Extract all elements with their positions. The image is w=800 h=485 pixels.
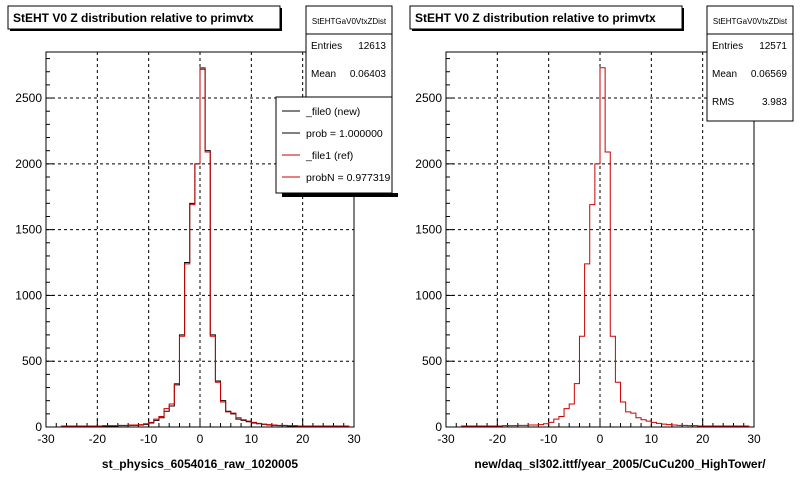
stats-label: Mean <box>311 69 336 80</box>
stats-value: 12613 <box>358 41 386 52</box>
chart-title: StEHT V0 Z distribution relative to prim… <box>13 11 254 25</box>
stats-name: StEHTGaV0VtxZDist <box>713 17 788 26</box>
chart-title: StEHT V0 Z distribution relative to prim… <box>415 11 656 25</box>
chart-panel-1: -30 -20 -10 0 10 20 30 0 500 1000 1500 2000 2500 StEH… <box>7 5 398 471</box>
stats-value: 12571 <box>759 41 787 52</box>
legend-shadow <box>282 193 398 197</box>
x-tick-label: 30 <box>347 432 361 446</box>
stats-value: 0.06403 <box>350 69 387 80</box>
y-tick-label: 500 <box>422 354 442 368</box>
x-tick-label: 10 <box>245 432 259 446</box>
stats-box <box>706 5 794 122</box>
x-tick-label: -30 <box>37 432 55 446</box>
stats-label: Entries <box>712 41 743 52</box>
x-tick-label: 0 <box>597 432 604 446</box>
y-tick-label: 1500 <box>15 223 42 237</box>
x-tick-label: 10 <box>645 432 659 446</box>
y-tick-label: 2500 <box>15 91 42 105</box>
x-tick-label: 20 <box>296 432 310 446</box>
x-tick-label: -20 <box>489 432 507 446</box>
stats-name: StEHTGaV0VtxZDist <box>312 17 387 26</box>
x-tick-label: 20 <box>696 432 710 446</box>
legend-label: probN = 0.977319 <box>306 172 391 184</box>
y-tick-label: 1000 <box>415 288 442 302</box>
histogram-series-1 <box>460 67 750 427</box>
x-tick-label: -10 <box>540 432 558 446</box>
title-box <box>409 5 683 30</box>
y-tick-label: 0 <box>35 420 42 434</box>
histogram-series-2 <box>60 67 350 427</box>
y-tick-label: 1000 <box>15 288 42 302</box>
legend-label: _file0 (new) <box>305 106 360 118</box>
x-tick-label: 0 <box>197 432 204 446</box>
x-tick-label: -20 <box>89 432 107 446</box>
x-tick-label: 30 <box>747 432 761 446</box>
legend-label: _file1 (ref) <box>305 150 353 162</box>
stats-value: 0.06569 <box>751 69 788 80</box>
x-axis-label: st_physics_6054016_raw_1020005 <box>102 457 298 471</box>
x-axis-label: new/daq_sl302.ittf/year_2005/CuCu200_Hig… <box>474 457 766 471</box>
x-tick-label: -10 <box>140 432 158 446</box>
y-tick-label: 500 <box>22 354 42 368</box>
y-tick-label: 2500 <box>415 91 442 105</box>
y-tick-label: 2000 <box>15 157 42 171</box>
stats-value: 3.983 <box>762 97 787 108</box>
y-tick-label: 1500 <box>415 223 442 237</box>
y-tick-label: 0 <box>435 420 442 434</box>
stats-label: Mean <box>712 69 737 80</box>
title-box <box>7 5 281 30</box>
x-tick-label: -30 <box>437 432 455 446</box>
stats-box <box>305 5 393 99</box>
legend-label: prob = 1.000000 <box>306 128 383 140</box>
chart-panel-2: -30 -20 -10 0 10 20 30 0 500 1000 1500 2000 2500 StEH… <box>409 5 794 471</box>
stats-label: RMS <box>712 97 735 108</box>
y-tick-label: 2000 <box>415 157 442 171</box>
stats-label: Entries <box>311 41 342 52</box>
